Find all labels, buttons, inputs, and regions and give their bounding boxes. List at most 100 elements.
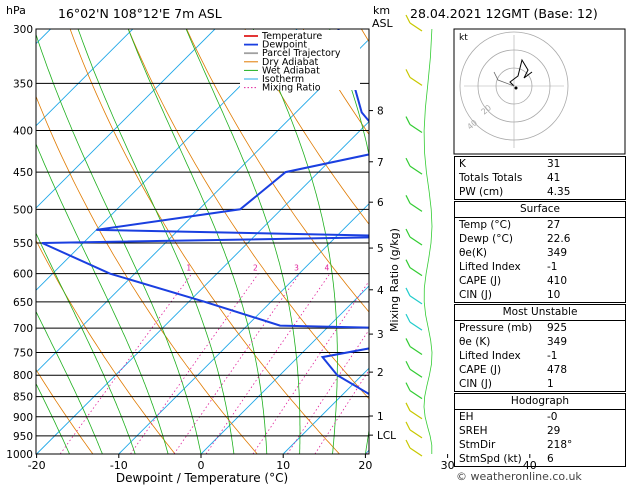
legend-background bbox=[240, 30, 360, 90]
wind-barb-staff bbox=[409, 410, 423, 420]
km-tick-label: 2 bbox=[377, 367, 384, 379]
surface-row: CIN (J) 10 bbox=[455, 288, 625, 302]
surface-value: 27 bbox=[547, 219, 561, 231]
surface-label: Dewp (°C) bbox=[459, 233, 513, 245]
wind-barb-flag bbox=[405, 382, 411, 391]
surface-row: Temp (°C) 27 bbox=[455, 218, 625, 232]
datetime-title: 28.04.2021 12GMT (Base: 12) bbox=[410, 6, 598, 21]
surface-title: Surface bbox=[455, 202, 625, 218]
legend-entry: Dewpoint bbox=[262, 40, 307, 51]
hpa-label: hPa bbox=[6, 4, 26, 17]
x-tick-label: 30 bbox=[441, 459, 455, 472]
km-tick-label: LCL bbox=[377, 430, 396, 442]
most-unstable-row: Pressure (mb) 925 bbox=[455, 321, 625, 335]
mixing-ratio-label: 1 bbox=[186, 264, 191, 273]
pressure-tick-label: 950 bbox=[13, 431, 33, 443]
wind-barb bbox=[405, 421, 423, 439]
pressure-tick-label: 400 bbox=[13, 126, 33, 138]
wind-barb-flag bbox=[405, 402, 411, 412]
isotherm-line bbox=[36, 29, 134, 127]
wind-barb-staff bbox=[409, 22, 423, 32]
wind-barb bbox=[405, 439, 423, 457]
isotherm-line bbox=[118, 203, 369, 454]
wind-barb bbox=[405, 360, 423, 378]
wet-adiabat-line bbox=[329, 29, 369, 454]
surface-label: CAPE (J) bbox=[459, 275, 502, 287]
mixing-ratio-line bbox=[314, 369, 369, 454]
dry-adiabat-line bbox=[244, 29, 369, 225]
legend-entry: Parcel Trajectory bbox=[262, 48, 341, 59]
hodograph-frame bbox=[453, 28, 626, 155]
hodograph-row: SREH 29 bbox=[455, 424, 625, 438]
asl-label: ASL bbox=[372, 17, 394, 30]
x-tick-label: -10 bbox=[110, 459, 128, 472]
legend-entry: Temperature bbox=[261, 31, 322, 42]
wind-barb bbox=[405, 287, 423, 305]
dry-adiabat-line bbox=[0, 29, 11, 454]
wind-barb-flag bbox=[405, 338, 411, 347]
most-unstable-row: θe (K) 349 bbox=[455, 335, 625, 349]
most-unstable-rows: Pressure (mb) 925 θe (K) 349 Lifted Index -1 C… bbox=[455, 321, 625, 391]
surface-label: Lifted Index bbox=[459, 261, 521, 273]
pw-value: 4.35 bbox=[547, 186, 571, 198]
isotherm-line bbox=[200, 285, 369, 454]
pressure-tick-label: 500 bbox=[13, 204, 33, 216]
most-unstable-label: CIN (J) bbox=[459, 378, 492, 390]
surface-value: -1 bbox=[547, 261, 558, 273]
legend-entry: Mixing Ratio bbox=[262, 83, 321, 94]
wind-barb bbox=[405, 14, 423, 32]
pressure-tick-label: 1000 bbox=[6, 449, 33, 461]
hodograph-label: SREH bbox=[459, 425, 488, 437]
surface-box: Surface Temp (°C) 27 Dewp (°C) 22.6 θe(K) 349… bbox=[454, 201, 626, 303]
surface-value: 410 bbox=[547, 275, 568, 287]
x-tick-label: 0 bbox=[198, 459, 205, 472]
pressure-tick-label: 700 bbox=[13, 323, 33, 335]
most-unstable-box: Most Unstable Pressure (mb) 925 θe (K) 349 L… bbox=[454, 304, 626, 392]
wind-barb-staff bbox=[409, 447, 423, 457]
hodograph-trace-lower bbox=[493, 71, 515, 87]
wind-barb-flag bbox=[405, 195, 411, 204]
mixing-ratio-line bbox=[205, 273, 331, 454]
surface-value: 349 bbox=[547, 247, 568, 259]
hodograph-row: EH -0 bbox=[455, 410, 625, 424]
most-unstable-label: CAPE (J) bbox=[459, 364, 502, 376]
x-tick-label: 40 bbox=[523, 459, 537, 472]
surface-row: Dewp (°C) 22.6 bbox=[455, 232, 625, 246]
wind-barb-staff bbox=[409, 165, 423, 175]
isotherm-line bbox=[282, 367, 369, 454]
hodograph-value: -0 bbox=[547, 411, 558, 423]
wind-barb-staff bbox=[409, 321, 423, 331]
wind-barb-flag bbox=[405, 259, 411, 268]
wind-barb bbox=[405, 195, 423, 212]
most-unstable-value: 925 bbox=[547, 322, 568, 334]
wind-barb-staff bbox=[409, 124, 423, 134]
wind-barb-staff bbox=[409, 236, 423, 246]
plot-frame bbox=[35, 28, 370, 455]
km-tick-label: 3 bbox=[377, 329, 384, 341]
km-tick-label: 1 bbox=[377, 411, 384, 423]
most-unstable-label: Pressure (mb) bbox=[459, 322, 533, 334]
indices-panel: K 31 Totals Totals 41 PW (cm) 4.35 Surface … bbox=[454, 156, 626, 467]
hodograph-label: StmDir bbox=[459, 439, 496, 451]
pw-row: PW (cm) 4.35 bbox=[455, 185, 625, 199]
pressure-tick-label: 800 bbox=[13, 370, 33, 382]
mixing-ratio-label: 3 bbox=[294, 264, 299, 273]
wind-barb bbox=[405, 402, 423, 420]
dry-adiabat-line bbox=[36, 368, 94, 454]
surface-row: CAPE (J) 410 bbox=[455, 274, 625, 288]
wind-barb bbox=[405, 313, 423, 331]
totals-totals-label: Totals Totals bbox=[459, 172, 523, 184]
wind-barb-flag bbox=[405, 421, 411, 431]
wind-barb-staff bbox=[409, 295, 423, 305]
wind-barb-flag bbox=[405, 228, 411, 238]
surface-row: θe(K) 349 bbox=[455, 246, 625, 260]
mixing-ratio-axis-label: Mixing Ratio (g/kg) bbox=[388, 228, 401, 332]
basic-indices-box: K 31 Totals Totals 41 PW (cm) 4.35 bbox=[454, 156, 626, 200]
legend-entry: Dry Adiabat bbox=[262, 57, 319, 68]
k-index-label: K bbox=[459, 158, 466, 170]
mixing-ratio-line bbox=[252, 280, 369, 454]
most-unstable-row: CIN (J) 1 bbox=[455, 377, 625, 391]
pressure-tick-label: 650 bbox=[13, 297, 33, 309]
km-tick-label: 8 bbox=[377, 106, 384, 118]
